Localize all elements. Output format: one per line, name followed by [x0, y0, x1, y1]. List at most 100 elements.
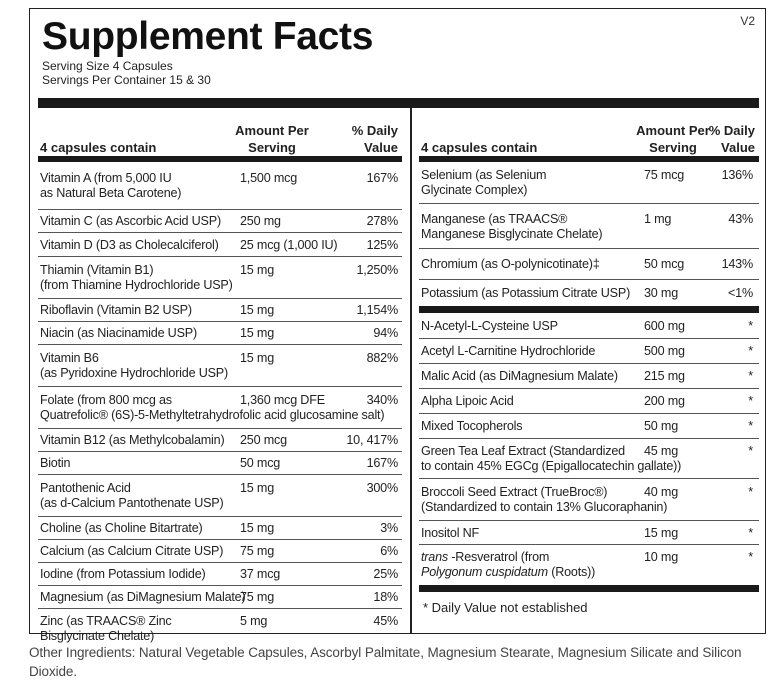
percent-daily-value: 167%	[366, 171, 399, 185]
left-rows: Vitamin A (from 5,000 IU as Natural Beta …	[38, 162, 402, 649]
percent-daily-value: 136%	[721, 168, 754, 182]
nutrient-name: N-Acetyl-L-Cysteine USP	[421, 319, 558, 333]
nutrient-name: Pantothenic Acid	[40, 481, 131, 495]
amount-per-serving: 25 mcg (1,000 IU)	[240, 238, 338, 252]
nutrient-name: Vitamin A (from 5,000 IU	[40, 171, 172, 185]
amount-per-serving: 1,500 mcg	[240, 171, 298, 185]
table-row: Vitamin B6 (as Pyridoxine Hydrochloride U…	[38, 345, 402, 387]
percent-daily-value: 43%	[728, 212, 753, 226]
top-thick-bar	[38, 98, 759, 108]
nutrient-name-line-2: (Standardized to contain 13% Glucoraphan…	[421, 500, 668, 514]
right-header: 4 capsules contain Amount Per Serving % …	[419, 108, 759, 162]
nutrient-name: Thiamin (Vitamin B1)	[40, 263, 154, 277]
nutrient-name: Chromium (as O-polynicotinate)‡	[421, 257, 600, 271]
header-dv-2: Value	[721, 140, 755, 155]
nutrient-name: Inositol NF	[421, 526, 479, 540]
amount-per-serving: 15 mg	[240, 263, 275, 277]
amount-per-serving: 1 mg	[644, 212, 672, 226]
amount-per-serving: 50 mcg	[644, 257, 685, 271]
table-row: Niacin (as Niacinamide USP) 15 mg 94%	[38, 322, 402, 345]
nutrient-name: Magnesium (as DiMagnesium Malate)	[40, 590, 246, 604]
table-row: Acetyl L-Carnitine Hydrochloride 500 mg *	[419, 339, 759, 364]
nutrient-name: trans -Resveratrol (from	[421, 550, 550, 564]
table-row: Vitamin A (from 5,000 IU as Natural Beta …	[38, 162, 402, 210]
amount-per-serving: 10 mg	[644, 550, 679, 564]
header-amount-2: Serving	[248, 140, 296, 155]
panel-title: Supplement Facts	[42, 15, 374, 58]
table-row: Malic Acid (as DiMagnesium Malate) 215 mg…	[419, 364, 759, 389]
percent-daily-value: 167%	[366, 456, 399, 470]
table-row: Pantothenic Acid (as d-Calcium Pantothena…	[38, 475, 402, 517]
percent-daily-value: 94%	[373, 326, 398, 340]
table-row: Vitamin D (D3 as Cholecalciferol) 25 mcg …	[38, 233, 402, 257]
nutrient-name: Riboflavin (Vitamin B2 USP)	[40, 303, 192, 317]
nutrient-name: Malic Acid (as DiMagnesium Malate)	[421, 369, 618, 383]
table-row: Vitamin B12 (as Methylcobalamin) 250 mcg 1…	[38, 429, 402, 452]
nutrient-name-line-2: Quatrefolic® (6S)-5-Methyltetrahydrofoli…	[40, 408, 385, 422]
table-row: Iodine (from Potassium Iodide) 37 mcg 25%	[38, 563, 402, 586]
right-rows-nodv: N-Acetyl-L-Cysteine USP 600 mg * Acetyl L-C…	[419, 313, 759, 585]
nutrient-name: Folate (from 800 mcg as	[40, 393, 172, 407]
percent-daily-value: 3%	[380, 521, 398, 535]
column-divider	[410, 108, 412, 634]
nutrient-name: Biotin	[40, 456, 71, 470]
nutrient-name: Selenium (as Selenium	[421, 168, 547, 182]
table-row: Chromium (as O-polynicotinate)‡ 50 mcg 143…	[419, 249, 759, 280]
amount-per-serving: 15 mg	[240, 481, 275, 495]
header-amount-1: Amount Per	[636, 123, 710, 138]
nutrient-name-line-2: to contain 45% EGCg (Epigallocatechin ga…	[421, 459, 682, 473]
left-column: 4 capsules contain Amount Per Serving % …	[38, 108, 402, 649]
nutrient-name-line-2: Bisglycinate Chelate)	[40, 629, 155, 643]
table-row: Mixed Tocopherols 50 mg *	[419, 414, 759, 439]
nutrient-name: Green Tea Leaf Extract (Standardized	[421, 444, 625, 458]
percent-daily-value: 143%	[721, 257, 754, 271]
amount-per-serving: 50 mg	[644, 419, 679, 433]
amount-per-serving: 200 mg	[644, 394, 685, 408]
percent-daily-value: *	[748, 394, 753, 408]
right-rows-dv: Selenium (as Selenium Glycinate Complex) 7…	[419, 162, 759, 306]
header-dv-2: Value	[364, 140, 398, 155]
table-row: Folate (from 800 mcg as Quatrefolic® (6S)…	[38, 387, 402, 429]
nutrient-name: Vitamin B12 (as Methylcobalamin)	[40, 433, 225, 447]
nutrient-name: Vitamin D (D3 as Cholecalciferol)	[40, 238, 219, 252]
percent-daily-value: *	[748, 419, 753, 433]
header-amount-1: Amount Per	[235, 123, 309, 138]
amount-per-serving: 15 mg	[644, 526, 679, 540]
table-row: Thiamin (Vitamin B1) (from Thiamine Hydro…	[38, 257, 402, 299]
amount-per-serving: 1,360 mcg DFE	[240, 393, 325, 407]
nutrient-name: Vitamin C (as Ascorbic Acid USP)	[40, 214, 221, 228]
footnote: * Daily Value not established	[423, 600, 588, 615]
amount-per-serving: 5 mg	[240, 614, 268, 628]
nutrient-name-line-2: Glycinate Complex)	[421, 183, 528, 197]
header-contain: 4 capsules contain	[421, 140, 538, 155]
table-row: Selenium (as Selenium Glycinate Complex) 7…	[419, 162, 759, 204]
amount-per-serving: 215 mg	[644, 369, 685, 383]
percent-daily-value: 10, 417%	[346, 433, 398, 447]
nutrient-name: Mixed Tocopherols	[421, 419, 523, 433]
amount-per-serving: 75 mcg	[644, 168, 685, 182]
table-row: Green Tea Leaf Extract (Standardized to c…	[419, 439, 759, 479]
nutrient-name-line-2: Polygonum cuspidatum (Roots))	[421, 565, 596, 579]
header-contain: 4 capsules contain	[40, 140, 157, 155]
nutrient-name-line-2: (as Pyridoxine Hydrochloride USP)	[40, 366, 228, 380]
bottom-thick-bar	[419, 585, 759, 592]
nutrient-name-line-2: (as d-Calcium Pantothenate USP)	[40, 496, 224, 510]
amount-per-serving: 15 mg	[240, 326, 275, 340]
table-row: Broccoli Seed Extract (TrueBroc®) (Standa…	[419, 479, 759, 521]
mid-thick-bar	[419, 306, 759, 313]
percent-daily-value: *	[748, 444, 753, 458]
amount-per-serving: 75 mg	[240, 590, 275, 604]
amount-per-serving: 15 mg	[240, 351, 275, 365]
table-row: Vitamin C (as Ascorbic Acid USP) 250 mg 27…	[38, 210, 402, 233]
header-dv-1: % Daily	[708, 123, 755, 138]
table-row: Potassium (as Potassium Citrate USP) 30 m…	[419, 280, 759, 306]
percent-daily-value: 1,154%	[356, 303, 398, 317]
nutrient-name-line-2: Manganese Bisglycinate Chelate)	[421, 227, 603, 241]
percent-daily-value: 1,250%	[356, 263, 398, 277]
amount-per-serving: 40 mg	[644, 485, 679, 499]
nutrient-name-line-2: (from Thiamine Hydrochloride USP)	[40, 278, 233, 292]
table-row: Riboflavin (Vitamin B2 USP) 15 mg 1,154%	[38, 299, 402, 322]
percent-daily-value: 278%	[366, 214, 399, 228]
nutrient-name: Choline (as Choline Bitartrate)	[40, 521, 203, 535]
left-header: 4 capsules contain Amount Per Serving % …	[38, 108, 402, 162]
